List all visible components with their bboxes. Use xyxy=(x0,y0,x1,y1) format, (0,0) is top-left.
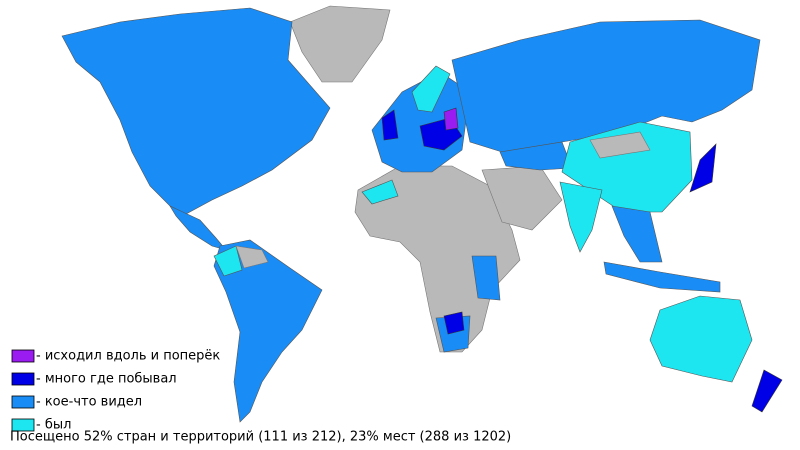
legend-label: - исходил вдоль и поперёк xyxy=(36,349,220,364)
legend-swatch xyxy=(11,372,35,386)
indonesia xyxy=(603,261,721,293)
summary: Посещено 52% стран и территорий (111 из … xyxy=(10,430,511,445)
legend-swatch xyxy=(11,395,35,409)
british-isles xyxy=(381,109,399,141)
legend-swatch xyxy=(11,418,35,432)
venezuela xyxy=(235,245,269,269)
japan xyxy=(689,143,717,193)
legend-label: - кое-что видел xyxy=(36,395,142,410)
central-asia xyxy=(499,141,573,171)
india xyxy=(559,181,603,253)
colombia xyxy=(213,245,243,277)
east-africa xyxy=(471,255,501,301)
north-africa xyxy=(361,179,399,205)
greenland xyxy=(289,5,391,83)
north-america xyxy=(61,7,331,215)
scandinavia xyxy=(411,65,451,113)
legend-swatch xyxy=(11,349,35,363)
legend-label: - был xyxy=(36,418,71,433)
home-region xyxy=(443,107,459,131)
legend-label: - много где побывал xyxy=(36,372,177,387)
legend: - исходил вдоль и поперёк - много где поб… xyxy=(11,349,220,433)
southeast-asia xyxy=(611,205,663,263)
south-america xyxy=(213,239,323,423)
mongolia xyxy=(589,131,651,159)
world-map xyxy=(61,5,783,423)
africa xyxy=(354,165,521,353)
central-america xyxy=(169,205,227,251)
new-zealand xyxy=(751,369,783,413)
zimbabwe xyxy=(443,311,465,335)
australia xyxy=(649,295,753,383)
